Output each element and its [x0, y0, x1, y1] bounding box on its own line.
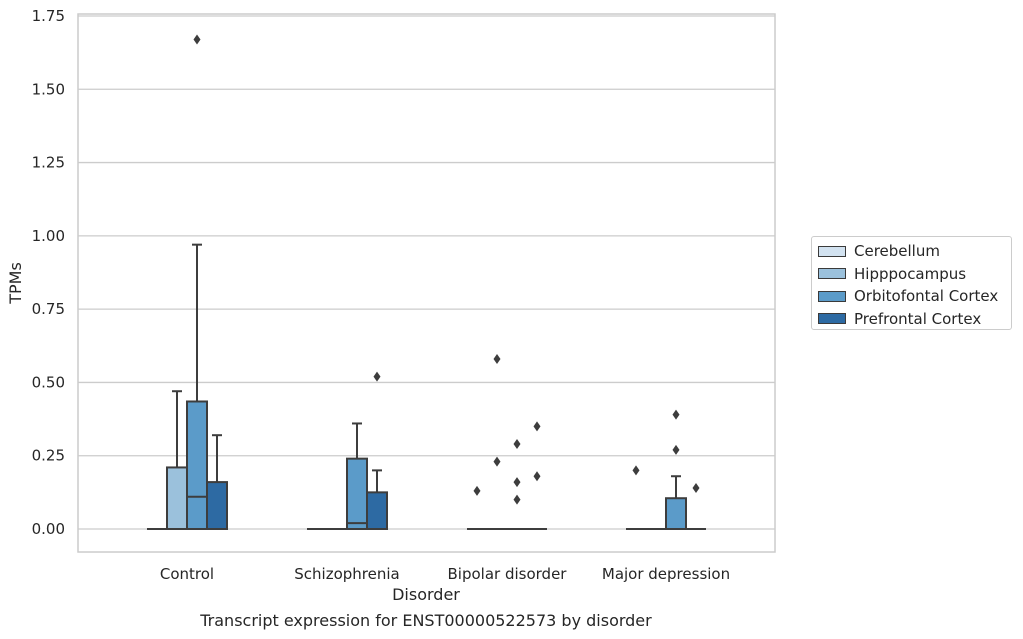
y-tick-label: 0.25 [32, 447, 65, 465]
x-tick-label: Bipolar disorder [448, 565, 568, 583]
x-tick-label: Control [160, 565, 214, 583]
legend-label-orbitofrontal: Orbitofontal Cortex [854, 287, 999, 306]
outlier-point [632, 465, 640, 476]
box-rect [346, 457, 368, 531]
legend-swatch-cerebellum [818, 245, 846, 257]
outlier-point [193, 34, 201, 45]
y-axis-label: TPMs [6, 262, 25, 305]
box-series [147, 34, 706, 531]
outlier-point [373, 371, 381, 382]
y-tick-label: 1.25 [32, 154, 65, 172]
box-2-0 [186, 34, 208, 530]
x-tick-labels: Control Schizophrenia Bipolar disorder Majo… [160, 565, 730, 583]
outlier-point [533, 471, 541, 482]
y-tick-label: 1.50 [32, 80, 65, 98]
chart-caption: Transcript expression for ENST0000052257… [199, 611, 652, 630]
box-3-1 [366, 371, 388, 531]
outlier-point [513, 438, 521, 449]
y-tick-labels: 0.00 0.25 0.50 0.75 1.00 1.25 1.50 1.75 [32, 7, 65, 538]
x-tick-label: Schizophrenia [294, 565, 399, 583]
outlier-point [692, 482, 700, 493]
box-rect [366, 491, 388, 531]
legend-item-prefrontal: Prefrontal Cortex [818, 308, 1011, 331]
legend-item-hippocampus: Hipppocampus [818, 263, 1011, 286]
box-0-3 [626, 465, 646, 530]
box-0-2 [467, 485, 487, 530]
box-rect [665, 497, 687, 531]
x-axis-label: Disorder [392, 585, 460, 604]
legend: Cerebellum Hipppocampus Orbitofontal Cor… [811, 236, 1012, 330]
legend-swatch-hippocampus [818, 268, 846, 280]
outlier-point [672, 409, 680, 420]
legend-swatch-prefrontal [818, 313, 846, 325]
box-1-2 [487, 353, 507, 530]
box-rect [186, 400, 208, 530]
legend-swatch-orbitofrontal [818, 290, 846, 302]
x-tick-label: Major depression [602, 565, 730, 583]
y-tick-label: 0.00 [32, 520, 65, 538]
y-tick-label: 1.75 [32, 7, 65, 25]
outlier-point [533, 421, 541, 432]
outlier-point [493, 353, 501, 364]
box-2-2 [507, 438, 527, 530]
outlier-point [672, 444, 680, 455]
box-2-3 [665, 409, 687, 531]
box-3-0 [206, 434, 228, 530]
box-rect [206, 481, 228, 530]
legend-item-cerebellum: Cerebellum [818, 240, 1011, 263]
legend-label-prefrontal: Prefrontal Cortex [854, 309, 982, 328]
y-tick-label: 0.50 [32, 373, 65, 391]
outlier-point [513, 494, 521, 505]
legend-label-cerebellum: Cerebellum [854, 242, 940, 261]
box-3-3 [686, 482, 706, 530]
box-3-2 [527, 421, 547, 530]
outlier-point [493, 456, 501, 467]
legend-item-orbitofrontal: Orbitofontal Cortex [818, 285, 1011, 308]
legend-label-hippocampus: Hipppocampus [854, 264, 967, 283]
box-rect [166, 466, 188, 531]
y-tick-label: 1.00 [32, 227, 65, 245]
y-tick-label: 0.75 [32, 300, 65, 318]
outlier-point [513, 477, 521, 488]
outlier-point [473, 485, 481, 496]
